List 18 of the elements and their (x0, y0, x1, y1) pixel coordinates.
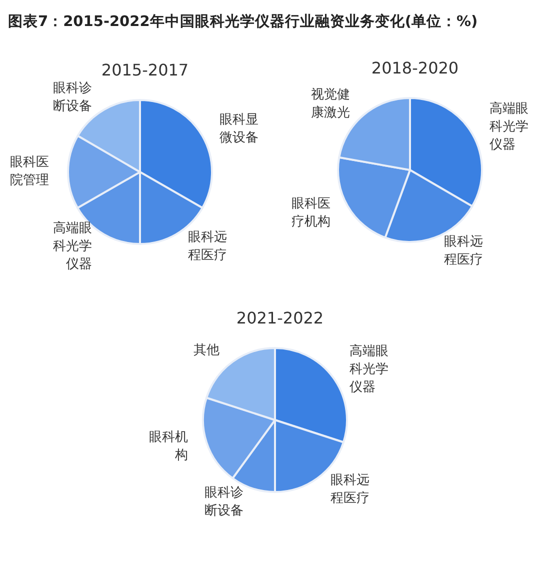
slice-label: 眼科远程医疗 (444, 234, 484, 268)
slice-label: 眼科诊断设备 (53, 80, 92, 114)
slice-label: 眼科显微设备 (219, 112, 258, 146)
chart-subtitle: 2015-2017 (101, 60, 189, 80)
slice-label: 眼科远程医疗 (330, 473, 370, 506)
slice-label: 其他 (193, 342, 220, 358)
slice-label: 高端眼科光学仪器 (350, 342, 389, 395)
slice-label: 高端眼科光学仪器 (490, 100, 529, 153)
chart-subtitle: 2018-2020 (371, 58, 459, 78)
slice-label: 眼科远程医疗 (188, 230, 228, 263)
slice-label: 眼科机构 (149, 430, 188, 464)
chart-subtitle: 2021-2022 (236, 308, 324, 328)
slice-label: 视觉健康激光 (310, 88, 350, 121)
slice-label: 眼科医院管理 (10, 155, 49, 188)
chart-title: 图表7：2015-2022年中国眼科光学仪器行业融资业务变化(单位：%) (8, 12, 479, 31)
slice-label: 高端眼科光学仪器 (52, 220, 92, 272)
slice-label: 眼科诊断设备 (204, 485, 244, 518)
slice-label: 眼科医疗机构 (291, 196, 330, 230)
